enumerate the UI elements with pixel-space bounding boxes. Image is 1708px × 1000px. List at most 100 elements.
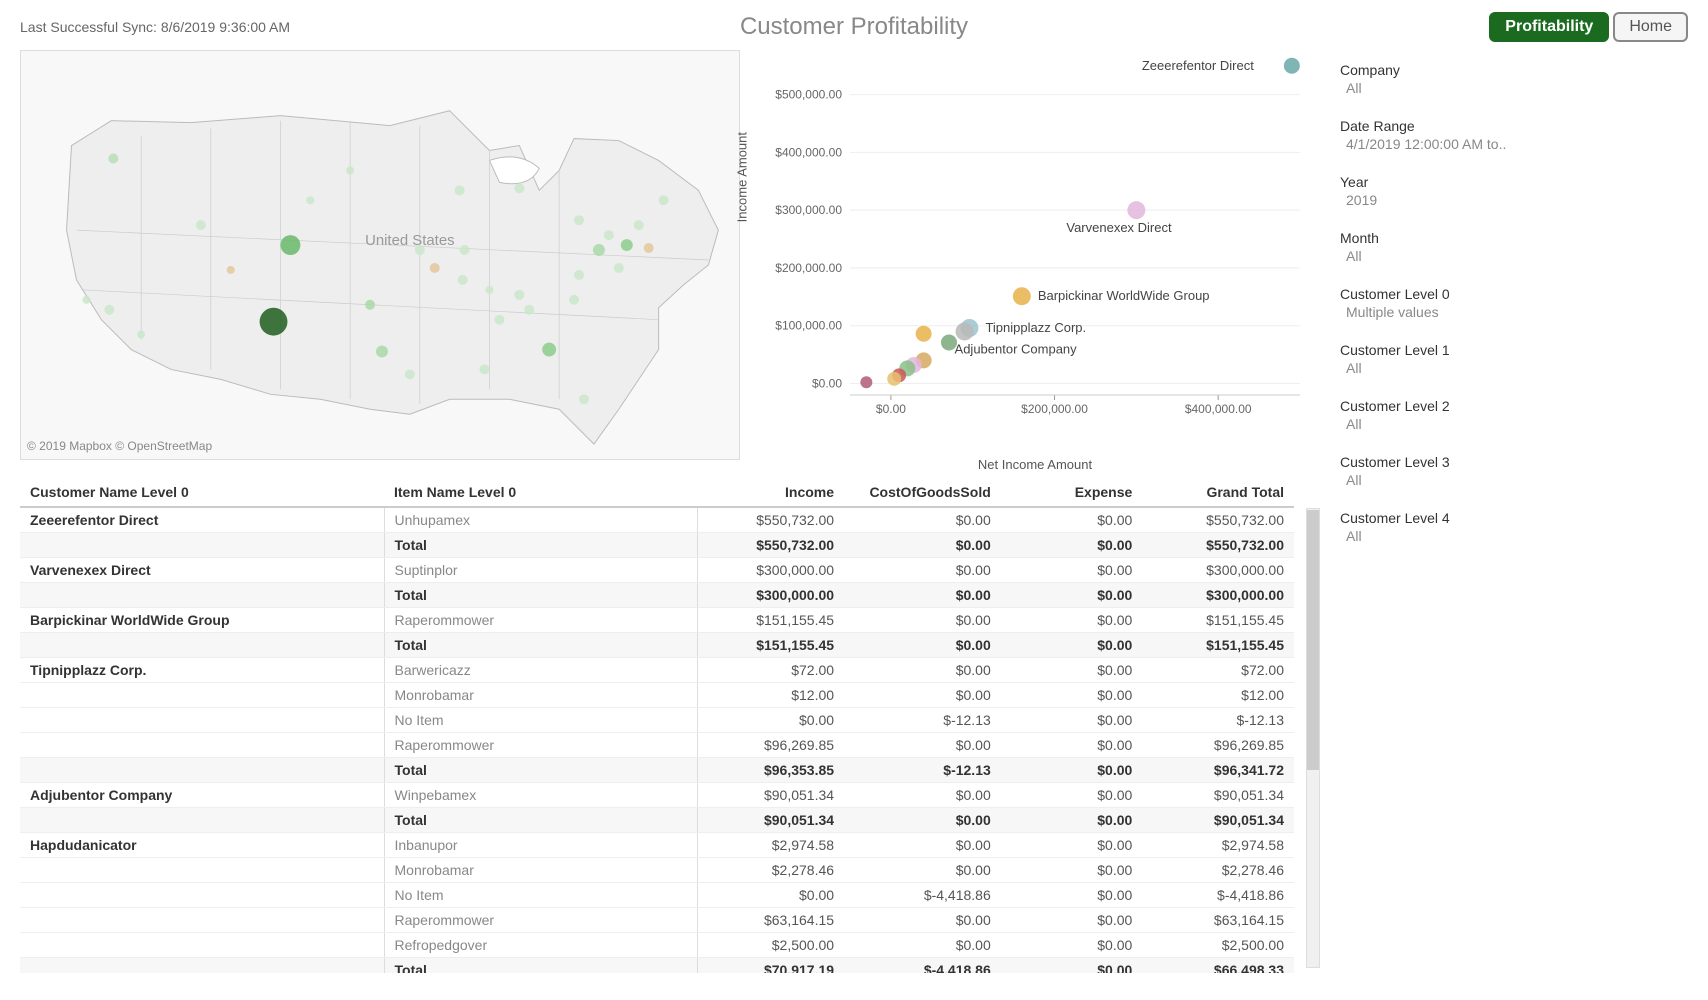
value-cell: $0.00 <box>844 507 1001 533</box>
map-dot[interactable] <box>542 343 556 357</box>
table-row[interactable]: No Item$0.00$-12.13$0.00$-12.13 <box>20 708 1294 733</box>
table-column-header[interactable]: Grand Total <box>1142 478 1294 507</box>
table-row[interactable]: Refropedgover$2,500.00$0.00$0.00$2,500.0… <box>20 933 1294 958</box>
table-row[interactable]: Monrobamar$12.00$0.00$0.00$12.00 <box>20 683 1294 708</box>
value-cell: $12.00 <box>1142 683 1294 708</box>
table-row[interactable]: No Item$0.00$-4,418.86$0.00$-4,418.86 <box>20 883 1294 908</box>
table-total-row[interactable]: Total$300,000.00$0.00$0.00$300,000.00 <box>20 583 1294 608</box>
table-row[interactable]: Raperommower$63,164.15$0.00$0.00$63,164.… <box>20 908 1294 933</box>
filter-label: Customer Level 1 <box>1340 342 1520 358</box>
scrollbar-thumb[interactable] <box>1307 510 1319 770</box>
table-row[interactable]: HapdudanicatorInbanupor$2,974.58$0.00$0.… <box>20 833 1294 858</box>
map-dot[interactable] <box>574 270 584 280</box>
table-total-row[interactable]: Total$550,732.00$0.00$0.00$550,732.00 <box>20 533 1294 558</box>
map-dot[interactable] <box>574 215 584 225</box>
tab-home[interactable]: Home <box>1613 12 1688 42</box>
map-dot[interactable] <box>494 315 504 325</box>
map-dot[interactable] <box>82 296 90 304</box>
map-dot[interactable] <box>415 245 425 255</box>
table-total-row[interactable]: Total$151,155.45$0.00$0.00$151,155.45 <box>20 633 1294 658</box>
scatter-point[interactable] <box>1284 58 1300 74</box>
filter-group[interactable]: Customer Level 3All <box>1340 454 1520 488</box>
tab-profitability[interactable]: Profitability <box>1489 12 1609 42</box>
table-row[interactable]: Adjubentor CompanyWinpebamex$90,051.34$0… <box>20 783 1294 808</box>
map-dot[interactable] <box>659 195 669 205</box>
value-cell: $12.00 <box>697 683 844 708</box>
map-dot[interactable] <box>455 185 465 195</box>
value-cell: $0.00 <box>1001 683 1143 708</box>
map-dot[interactable] <box>644 243 654 253</box>
scatter-point[interactable] <box>956 322 974 340</box>
table-column-header[interactable]: CostOfGoodsSold <box>844 478 1001 507</box>
map-dot[interactable] <box>514 183 524 193</box>
map-dot[interactable] <box>104 305 114 315</box>
map-dot[interactable] <box>346 166 354 174</box>
customer-cell: Varvenexex Direct <box>20 558 384 583</box>
value-cell: $0.00 <box>844 833 1001 858</box>
map-panel[interactable]: United States © 2019 Mapbox © OpenStreet… <box>20 50 740 460</box>
map-dot[interactable] <box>108 153 118 163</box>
scatter-point[interactable] <box>1013 287 1031 305</box>
map-dot[interactable] <box>137 331 145 339</box>
table-row[interactable]: Raperommower$96,269.85$0.00$0.00$96,269.… <box>20 733 1294 758</box>
value-cell: $0.00 <box>1001 783 1143 808</box>
filter-group[interactable]: Customer Level 1All <box>1340 342 1520 376</box>
filter-value: All <box>1340 528 1520 544</box>
filter-group[interactable]: Date Range4/1/2019 12:00:00 AM to.. <box>1340 118 1520 152</box>
table-column-header[interactable]: Expense <box>1001 478 1143 507</box>
map-dot[interactable] <box>604 230 614 240</box>
table-row[interactable]: Zeeerefentor DirectUnhupamex$550,732.00$… <box>20 507 1294 533</box>
map-dot[interactable] <box>260 308 288 336</box>
map-dot[interactable] <box>430 263 440 273</box>
map-dot[interactable] <box>458 275 468 285</box>
map-dot[interactable] <box>376 346 388 358</box>
table-row[interactable]: Barpickinar WorldWide GroupRaperommower$… <box>20 608 1294 633</box>
map-dot[interactable] <box>280 235 300 255</box>
map-dot[interactable] <box>365 300 375 310</box>
map-dot[interactable] <box>460 245 470 255</box>
filter-group[interactable]: Customer Level 0Multiple values <box>1340 286 1520 320</box>
map-dot[interactable] <box>579 394 589 404</box>
map-dot[interactable] <box>514 290 524 300</box>
map-dot[interactable] <box>593 244 605 256</box>
map-dot[interactable] <box>405 369 415 379</box>
table-row[interactable]: Monrobamar$2,278.46$0.00$0.00$2,278.46 <box>20 858 1294 883</box>
scatter-point[interactable] <box>887 372 901 386</box>
map-dot[interactable] <box>634 220 644 230</box>
map-dot[interactable] <box>485 286 493 294</box>
filter-group[interactable]: Year2019 <box>1340 174 1520 208</box>
table-row[interactable]: Varvenexex DirectSuptinplor$300,000.00$0… <box>20 558 1294 583</box>
filter-value: All <box>1340 416 1520 432</box>
filter-group[interactable]: MonthAll <box>1340 230 1520 264</box>
table-row[interactable]: Tipnipplazz Corp.Barwericazz$72.00$0.00$… <box>20 658 1294 683</box>
filter-group[interactable]: CompanyAll <box>1340 62 1520 96</box>
scatter-point[interactable] <box>860 376 872 388</box>
filter-group[interactable]: Customer Level 2All <box>1340 398 1520 432</box>
scatter-point[interactable] <box>916 326 932 342</box>
map-dot[interactable] <box>480 364 490 374</box>
value-cell: $0.00 <box>697 883 844 908</box>
map-dot[interactable] <box>196 220 206 230</box>
table-scroll[interactable]: Customer Name Level 0Item Name Level 0In… <box>20 478 1320 973</box>
table-total-row[interactable]: Total$96,353.85$-12.13$0.00$96,341.72 <box>20 758 1294 783</box>
table-column-header[interactable]: Item Name Level 0 <box>384 478 697 507</box>
table-total-row[interactable]: Total$90,051.34$0.00$0.00$90,051.34 <box>20 808 1294 833</box>
filter-group[interactable]: Customer Level 4All <box>1340 510 1520 544</box>
map-dot[interactable] <box>569 295 579 305</box>
filters-sidebar: CompanyAll Date Range4/1/2019 12:00:00 AM… <box>1320 50 1520 990</box>
scatter-point-label: Tipnipplazz Corp. <box>985 320 1086 335</box>
map-dot[interactable] <box>227 266 235 274</box>
table-total-row[interactable]: Total$70,917.19$-4,418.86$0.00$66,498.33 <box>20 958 1294 974</box>
value-cell: $2,974.58 <box>697 833 844 858</box>
scatter-point[interactable] <box>941 334 957 350</box>
map-dot[interactable] <box>614 263 624 273</box>
map-dot[interactable] <box>306 196 314 204</box>
map-dot[interactable] <box>621 239 633 251</box>
table-column-header[interactable]: Customer Name Level 0 <box>20 478 384 507</box>
scatter-point[interactable] <box>1127 201 1145 219</box>
total-value-cell: $0.00 <box>844 533 1001 558</box>
table-column-header[interactable]: Income <box>697 478 844 507</box>
scatter-panel[interactable]: $0.00$100,000.00$200,000.00$300,000.00$4… <box>750 50 1320 470</box>
total-value-cell: $-4,418.86 <box>844 958 1001 974</box>
map-dot[interactable] <box>524 305 534 315</box>
